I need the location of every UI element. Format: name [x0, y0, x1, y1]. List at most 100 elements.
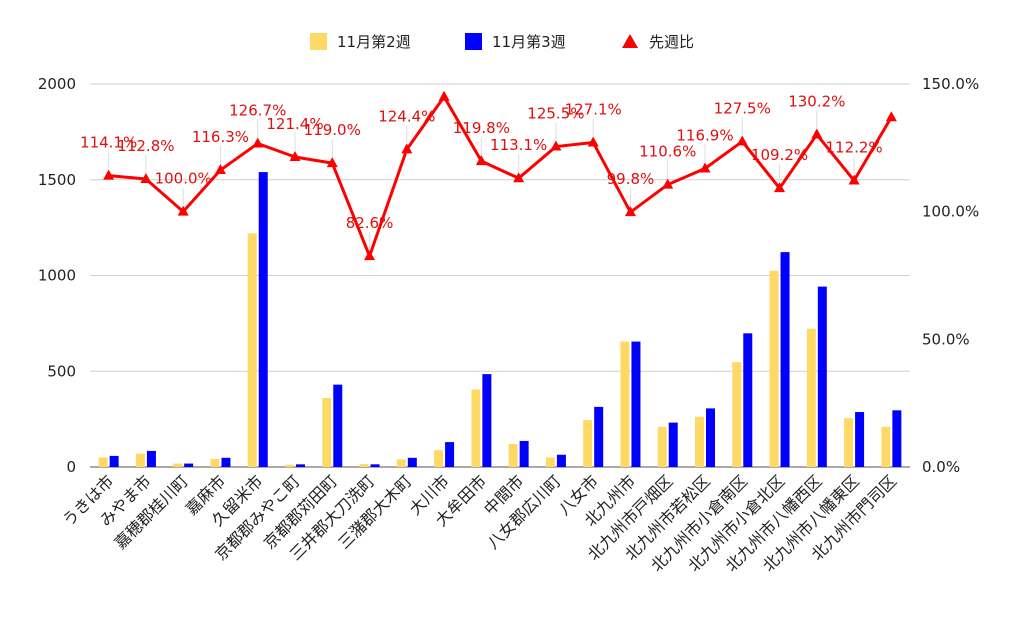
ratio-point [587, 136, 599, 147]
legend-label: 11月第3週 [492, 33, 566, 51]
legend-item-0: 11月第2週 [310, 33, 411, 51]
bar-week3 [594, 406, 604, 467]
y-left-tick: 2000 [38, 75, 76, 93]
bar-week2 [247, 233, 257, 467]
bar-week3 [892, 410, 902, 467]
ratio-point [811, 128, 823, 139]
ratio-label: 110.6% [639, 143, 696, 161]
y-right-tick: 150.0% [922, 75, 979, 93]
ratio-line [108, 95, 893, 258]
ratio-label: 116.3% [192, 128, 249, 146]
bar-week3 [221, 457, 231, 467]
ratio-point [662, 178, 674, 189]
legend-label: 先週比 [649, 33, 694, 51]
bar-week2 [210, 458, 220, 467]
ratio-point [624, 206, 636, 217]
bar-week3 [146, 450, 156, 467]
bar-week3 [743, 333, 753, 467]
ratio-point [438, 90, 450, 101]
ratio-label: 121.4% [266, 115, 323, 133]
bar-week2 [396, 459, 406, 467]
bar-week2 [322, 398, 332, 467]
y-right-tick: 100.0% [922, 203, 979, 221]
ratio-label: 126.7% [229, 101, 286, 119]
bar-week2 [471, 389, 481, 467]
ratio-label: 112.2% [825, 139, 882, 157]
ratio-label: 119.8% [453, 119, 510, 137]
bar-week3 [855, 412, 865, 467]
ratio-point [326, 157, 338, 168]
bar-week2 [285, 464, 294, 467]
legend-label: 11月第2週 [337, 33, 411, 51]
bar-week3 [445, 442, 455, 467]
ratio-label: 113.1% [490, 136, 547, 154]
legend-swatch [465, 33, 482, 50]
ratio-label: 127.1% [565, 100, 622, 118]
bar-week2 [583, 420, 593, 467]
bar-week3 [482, 374, 492, 467]
bar-week3 [184, 463, 194, 467]
y-left-tick: 500 [47, 362, 76, 380]
bar-week2 [135, 453, 145, 467]
bar-week2 [695, 416, 704, 467]
y-right-tick: 0.0% [922, 458, 960, 476]
bar-week3 [556, 454, 566, 467]
ratio-label: 119.0% [304, 121, 361, 139]
bar-week2 [434, 450, 444, 467]
bar-week3 [631, 341, 641, 467]
ratio-label: 130.2% [788, 93, 845, 111]
ratio-point [140, 172, 152, 183]
ratio-label: 125.5% [527, 105, 584, 123]
ratio-label: 99.8% [607, 170, 655, 188]
bar-week2 [620, 341, 630, 467]
ratio-point [364, 250, 376, 261]
ratio-point [513, 172, 525, 183]
ratio-point [289, 151, 301, 162]
y-right-tick: 50.0% [922, 330, 970, 348]
left-axis-ticks: 0 500 1000 1500 2000 [38, 75, 76, 476]
bar-week2 [769, 270, 779, 467]
bar-week2 [545, 457, 555, 467]
legend-swatch [310, 33, 327, 50]
bar-week3 [258, 172, 268, 467]
line-series: 114.1%112.8%100.0%116.3%126.7%121.4%119.… [80, 90, 897, 261]
bar-week2 [806, 328, 816, 467]
bar-week2 [98, 457, 108, 467]
legend-swatch [622, 34, 638, 48]
bar-week3 [817, 286, 827, 467]
bar-week3 [109, 455, 119, 467]
bar-week3 [668, 422, 678, 467]
ratio-label: 112.8% [117, 137, 174, 155]
ratio-point [214, 164, 226, 175]
bar-week3 [706, 408, 715, 467]
y-left-tick: 1500 [38, 171, 76, 189]
ratio-label: 116.9% [676, 127, 733, 145]
ratio-point [848, 174, 860, 185]
bar-week2 [657, 426, 667, 467]
legend: 11月第2週 11月第3週 先週比 [310, 33, 694, 51]
bar-week3 [519, 440, 529, 467]
bar-week3 [370, 464, 380, 467]
ratio-label: 109.2% [751, 146, 808, 164]
ratio-point [736, 135, 748, 146]
bar-week3 [407, 457, 417, 467]
bar-week3 [333, 384, 343, 467]
y-left-tick: 1000 [38, 267, 76, 285]
ratio-label: 114.1% [80, 134, 137, 152]
ratio-point [774, 182, 786, 193]
bar-week2 [881, 426, 891, 467]
ratio-point [401, 143, 413, 154]
bar-week2 [732, 362, 742, 467]
x-axis-labels: うきは市みやま市嘉穂郡桂川町嘉麻市久留米市京都郡みやこ町京都郡苅田町三井郡大刀洗… [59, 471, 900, 575]
bar-week2 [508, 444, 518, 467]
bar-week3 [296, 464, 305, 467]
ratio-label: 124.4% [378, 107, 435, 125]
bar-week3 [780, 252, 790, 467]
bar-week2 [844, 418, 854, 467]
legend-item-1: 11月第3週 [465, 33, 566, 51]
ratio-label: 82.6% [346, 214, 394, 232]
ratio-label: 127.5% [714, 99, 771, 117]
bar-series [98, 172, 902, 467]
ratio-label: 100.0% [155, 170, 212, 188]
